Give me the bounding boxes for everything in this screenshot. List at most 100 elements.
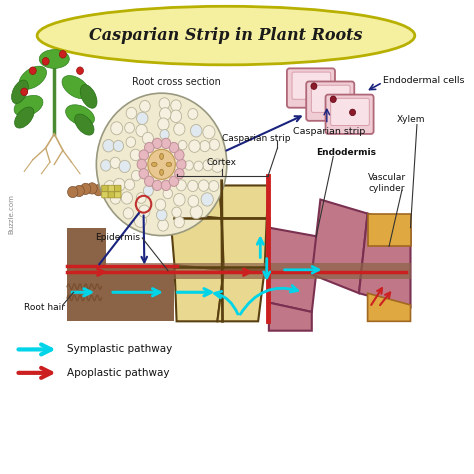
Circle shape [81,183,91,194]
Circle shape [171,100,181,111]
Circle shape [139,150,148,160]
Circle shape [173,193,185,206]
Polygon shape [218,270,264,321]
Circle shape [174,169,184,179]
FancyBboxPatch shape [311,85,350,112]
Circle shape [159,108,171,120]
FancyBboxPatch shape [306,82,354,121]
Polygon shape [173,181,222,218]
Text: Buzzle.com: Buzzle.com [8,194,14,234]
Circle shape [42,57,49,65]
Circle shape [169,142,179,153]
Ellipse shape [166,162,172,166]
Circle shape [174,150,184,160]
Circle shape [145,176,154,186]
Circle shape [139,169,148,179]
Ellipse shape [152,162,157,166]
Ellipse shape [19,66,46,89]
FancyBboxPatch shape [102,185,108,191]
Polygon shape [269,302,312,331]
Circle shape [111,122,123,135]
Circle shape [161,180,171,191]
Circle shape [100,160,111,171]
Circle shape [185,161,193,170]
Circle shape [156,209,167,221]
Circle shape [119,160,130,173]
Circle shape [113,178,125,191]
Circle shape [153,138,162,148]
Circle shape [131,171,141,181]
Circle shape [161,138,171,148]
Circle shape [160,129,169,140]
Circle shape [148,149,175,179]
Circle shape [330,96,336,102]
Circle shape [201,193,213,206]
Circle shape [176,180,186,191]
Ellipse shape [62,75,90,99]
FancyBboxPatch shape [102,192,108,198]
FancyBboxPatch shape [108,192,115,198]
Circle shape [143,185,153,196]
Polygon shape [368,293,410,321]
Circle shape [170,110,182,122]
Circle shape [158,219,168,231]
Text: Root cross section: Root cross section [132,77,221,87]
Circle shape [177,159,186,170]
Circle shape [29,67,36,74]
Text: Casparian strip: Casparian strip [222,134,290,143]
Ellipse shape [160,154,164,159]
Ellipse shape [80,85,97,108]
Polygon shape [67,265,174,321]
FancyBboxPatch shape [115,192,121,198]
Polygon shape [312,200,368,293]
FancyBboxPatch shape [326,95,374,134]
Circle shape [188,195,199,207]
FancyBboxPatch shape [115,185,121,191]
Circle shape [155,199,166,210]
Circle shape [173,123,185,135]
Ellipse shape [75,114,94,135]
Circle shape [159,98,170,109]
Text: Casparian strip: Casparian strip [293,127,365,136]
Ellipse shape [65,105,94,126]
Circle shape [138,205,150,218]
Text: Epidermis: Epidermis [95,233,140,241]
Polygon shape [219,185,269,218]
Circle shape [123,208,134,219]
Circle shape [137,159,146,170]
Polygon shape [67,263,410,279]
Circle shape [209,181,219,191]
Circle shape [136,124,147,137]
Circle shape [349,109,356,116]
Circle shape [163,189,173,199]
Text: Endodermal cells: Endodermal cells [383,75,464,84]
FancyBboxPatch shape [108,185,115,191]
Circle shape [153,180,162,191]
Polygon shape [359,214,410,307]
Circle shape [130,149,141,161]
Text: Xylem: Xylem [397,115,426,124]
Text: Casparian Strip in Plant Roots: Casparian Strip in Plant Roots [89,27,363,44]
Circle shape [77,67,83,74]
Ellipse shape [15,107,34,128]
Circle shape [74,185,84,197]
Circle shape [87,183,97,194]
Circle shape [110,157,120,168]
Circle shape [126,107,137,119]
Circle shape [178,140,187,150]
Ellipse shape [160,169,164,175]
FancyBboxPatch shape [292,72,331,99]
Circle shape [142,132,154,145]
FancyBboxPatch shape [331,98,369,126]
Circle shape [137,112,148,125]
Circle shape [174,217,184,228]
Circle shape [110,193,120,204]
Circle shape [191,125,202,137]
Circle shape [59,51,66,58]
Circle shape [172,207,182,218]
Ellipse shape [39,50,69,68]
Circle shape [203,160,213,171]
Circle shape [125,122,135,133]
Circle shape [140,100,150,112]
Circle shape [126,137,136,147]
